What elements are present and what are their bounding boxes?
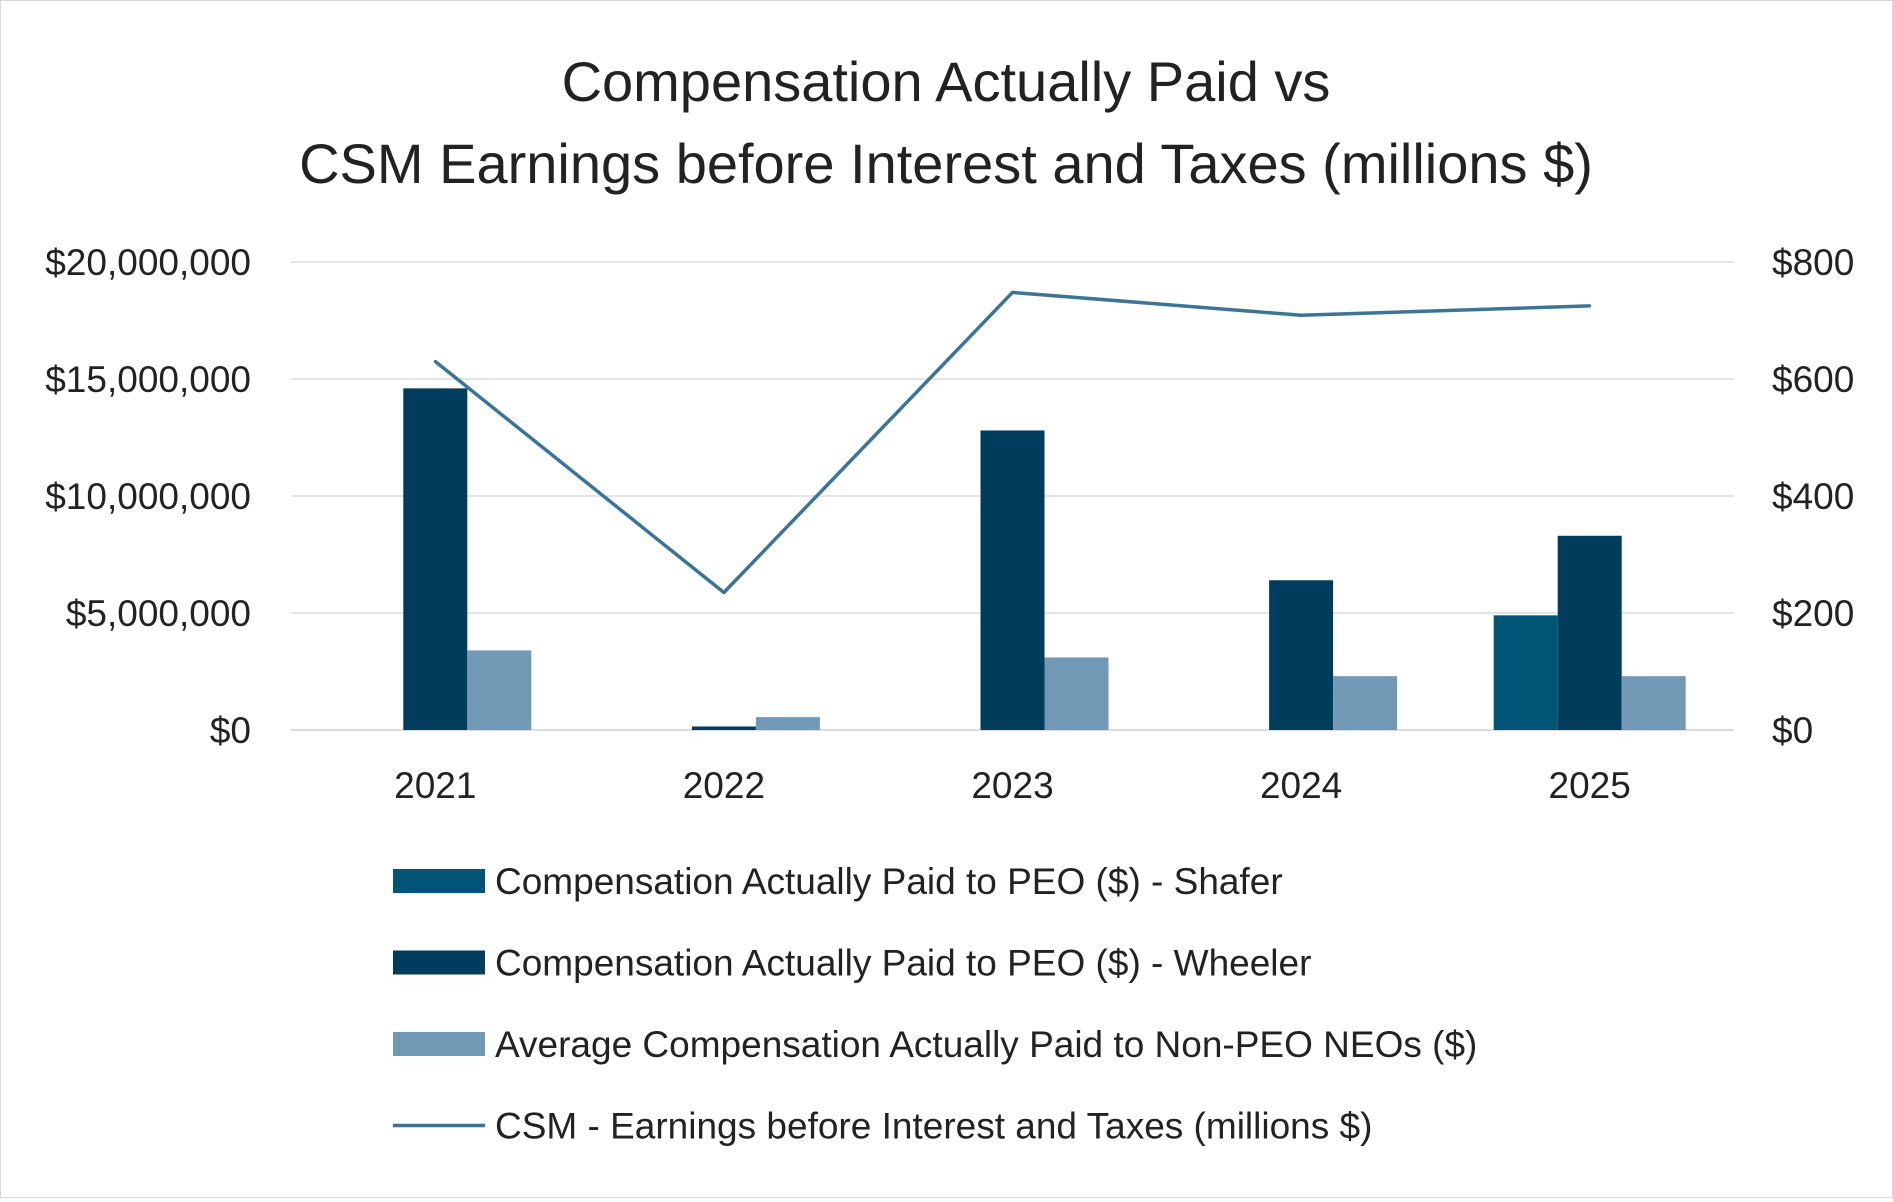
bar [1493,615,1558,730]
chart-title-line-1: Compensation Actually Paid vs [562,50,1331,113]
bar [403,388,468,730]
legend-swatch [393,869,485,893]
right-axis: $0 $200 $400 $600 $800 [1772,242,1854,751]
ebit-line-point [1011,290,1014,294]
right-axis-tick-label: $600 [1772,359,1854,400]
legend: Compensation Actually Paid to PEO ($) - … [393,861,1477,1147]
bar [1269,580,1334,730]
ebit-line-point [433,359,437,363]
right-axis-tick-label: $0 [1772,710,1813,751]
left-axis-tick-label: $20,000,000 [45,242,251,283]
legend-swatch [393,950,485,975]
bar [980,430,1045,730]
ebit-line-point [1299,313,1303,317]
ebit-line-point [722,591,726,595]
bar [1621,676,1686,730]
legend-label: CSM - Earnings before Interest and Taxes… [495,1106,1372,1147]
bars [403,388,1686,730]
x-axis-tick-label: 2022 [683,765,765,806]
legend-swatch [393,1032,485,1056]
left-axis-tick-label: $10,000,000 [45,476,251,517]
x-axis-tick-label: 2021 [394,765,476,806]
ebit-line-series [433,290,1592,595]
ebit-line-point [1588,304,1592,308]
x-axis-tick-label: 2025 [1549,765,1631,806]
x-axis-tick-label: 2023 [971,765,1053,806]
x-axis-tick-label: 2024 [1260,765,1342,806]
left-axis: $0 $5,000,000 $10,000,000 $15,000,000 $20,00… [45,242,251,751]
right-axis-tick-label: $400 [1772,476,1854,517]
bar [1333,676,1398,730]
right-axis-tick-label: $200 [1772,593,1854,634]
chart-title-line-2: CSM Earnings before Interest and Taxes (… [299,132,1593,195]
bar [467,650,532,730]
chart-title: Compensation Actually Paid vs CSM Earnin… [299,50,1593,195]
bar [755,717,820,730]
right-axis-tick-label: $800 [1772,242,1854,283]
x-axis: 2021 2022 2023 2024 2025 [394,765,1631,806]
bar [691,726,756,730]
left-axis-tick-label: $15,000,000 [45,359,251,400]
bar [1557,535,1622,730]
legend-label: Average Compensation Actually Paid to No… [495,1024,1477,1065]
legend-label: Compensation Actually Paid to PEO ($) - … [495,861,1283,902]
legend-label: Compensation Actually Paid to PEO ($) - … [495,943,1311,984]
left-axis-tick-label: $5,000,000 [66,593,251,634]
left-axis-tick-label: $0 [210,710,251,751]
bar [1044,657,1109,730]
